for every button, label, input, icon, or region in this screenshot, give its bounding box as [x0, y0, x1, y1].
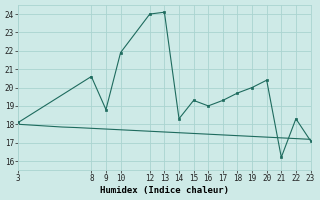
X-axis label: Humidex (Indice chaleur): Humidex (Indice chaleur) — [100, 186, 229, 195]
